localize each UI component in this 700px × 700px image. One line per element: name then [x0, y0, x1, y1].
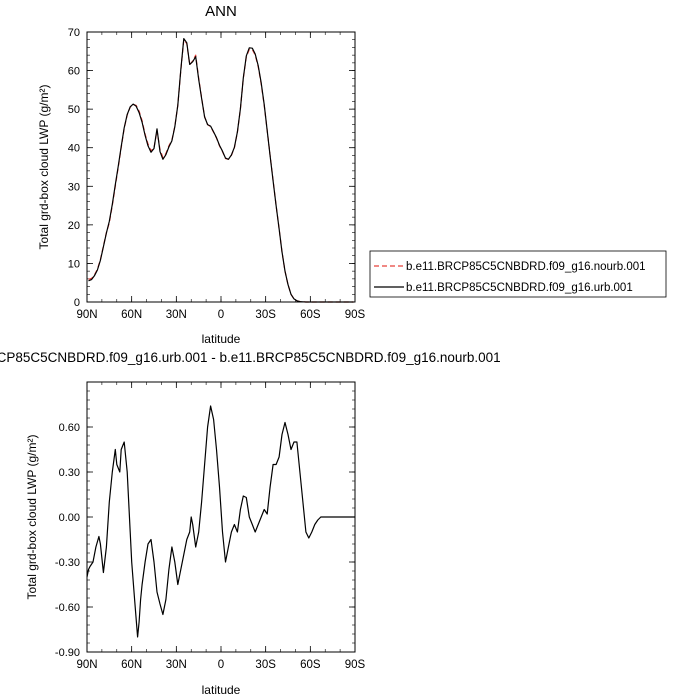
top-x-tick-label: 30S: [255, 309, 276, 321]
bottom-y-tick-label: 0.30: [59, 467, 80, 479]
top-plot-frame: [86, 31, 356, 303]
top-y-tick-label: 20: [68, 220, 80, 232]
bottom-y-tick-label: 0.00: [59, 512, 80, 524]
top-x-tick-label: 30N: [166, 309, 187, 321]
bottom-plot-frame: [86, 381, 356, 653]
bottom-series-line-0: [86, 405, 355, 638]
bottom-chart-panel: b.e11.BRCP85C5CNBDRD.f09_g16.urb.001 - b…: [0, 350, 501, 697]
top-y-tick-label: 30: [68, 181, 80, 193]
bottom-x-tick-label: 0: [218, 659, 224, 671]
bottom-x-tick-label: 90S: [345, 659, 366, 671]
top-tick-group: 90N 60N 30N 0 30S 60S 90S 0 10 20 30 40 50 60 70: [68, 27, 366, 321]
bottom-y-tick-label: -0.60: [55, 602, 80, 614]
bottom-tick-group: 90N 60N 30N 0 30S 60S 90S -0.90 -0.60 -0.30 0.00 0.…: [55, 381, 366, 671]
top-series-group: [88, 37, 354, 303]
top-chart-title: ANN: [205, 3, 237, 20]
top-x-tick-label: 60S: [300, 309, 321, 321]
top-y-tick-label: 0: [74, 297, 80, 309]
top-series-line-0: [88, 39, 354, 303]
top-x-tick-label: 60N: [121, 309, 142, 321]
legend-box: [369, 250, 667, 298]
bottom-x-tick-label: 60N: [121, 659, 142, 671]
top-x-tick-label: 0: [218, 309, 224, 321]
top-series-line-1: [88, 37, 354, 303]
top-chart-panel: ANN 90N 60N 30N 0 30S 60S 90S 0 10 20 30 40 50 60 70 l…: [37, 3, 366, 346]
bottom-series-group: [86, 405, 355, 638]
legend-label-0: b.e11.BRCP85C5CNBDRD.f09_g16.nourb.001: [406, 261, 646, 273]
top-y-tick-label: 70: [68, 27, 80, 39]
top-y-axis-label: Total grd-box cloud LWP (g/m²): [37, 85, 51, 250]
bottom-x-axis-label: latitude: [202, 683, 241, 697]
bottom-x-tick-label: 90N: [76, 659, 97, 671]
top-x-tick-label: 90N: [76, 309, 97, 321]
top-y-tick-label: 50: [68, 104, 80, 116]
top-x-tick-label: 90S: [345, 309, 366, 321]
top-x-axis-label: latitude: [202, 332, 241, 346]
bottom-chart-title: b.e11.BRCP85C5CNBDRD.f09_g16.urb.001 - b…: [0, 350, 501, 365]
top-y-tick-label: 40: [68, 143, 80, 155]
top-y-tick-label: 10: [68, 258, 80, 270]
bottom-x-tick-label: 60S: [300, 659, 321, 671]
bottom-y-tick-label: 0.60: [59, 422, 80, 434]
legend-label-1: b.e11.BRCP85C5CNBDRD.f09_g16.urb.001: [406, 282, 633, 294]
bottom-x-tick-label: 30S: [255, 659, 276, 671]
legend: b.e11.BRCP85C5CNBDRD.f09_g16.nourb.001 b.…: [369, 250, 667, 298]
bottom-y-axis-label: Total grd-box cloud LWP (g/m²): [25, 435, 39, 600]
bottom-x-tick-label: 30N: [166, 659, 187, 671]
bottom-y-tick-label: -0.90: [55, 647, 80, 659]
bottom-y-tick-label: -0.30: [55, 557, 80, 569]
top-y-tick-label: 60: [68, 66, 80, 78]
